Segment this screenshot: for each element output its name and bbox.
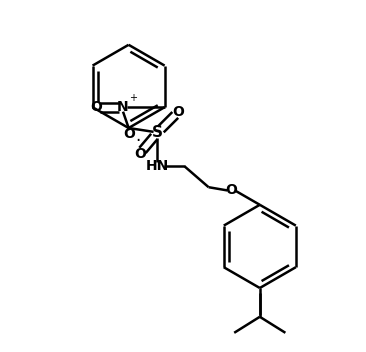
Text: O: O [123,127,135,142]
Text: N: N [117,100,129,114]
Text: HN: HN [146,159,169,174]
Text: +: + [128,93,137,103]
Text: O: O [225,183,237,197]
Text: S: S [152,125,163,140]
Text: O: O [90,100,102,114]
Text: O: O [172,105,184,119]
Text: O: O [134,146,146,161]
Text: ·: · [135,132,140,150]
